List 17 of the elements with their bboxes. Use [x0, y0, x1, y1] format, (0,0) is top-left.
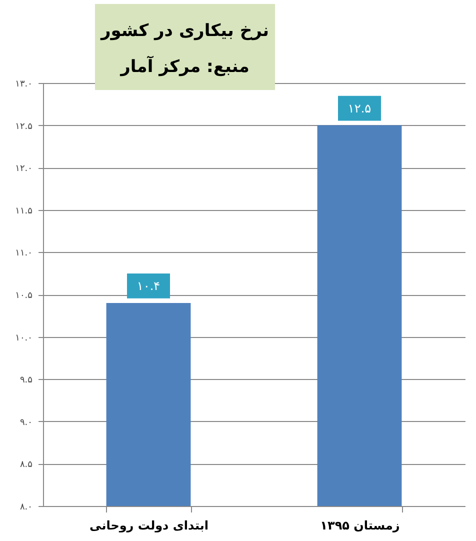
x-tick-label: ابتدای دولت روحانی [90, 518, 208, 532]
y-tick-label: ۱۰.۰ [15, 333, 32, 344]
y-tick-label: ۱۱.۵ [15, 206, 33, 216]
y-tick-label: ۸.۰ [20, 502, 32, 512]
y-tick-label: ۱۲.۰ [15, 164, 32, 174]
text: منبع: مرکز آمار [120, 55, 250, 77]
data-label: ۱۰.۴ [136, 278, 160, 293]
chart-title: نرخ بیکاری در کشور [100, 21, 270, 41]
data-label: ۱۲.۵ [348, 101, 372, 116]
y-tick-label: ۱۳.۰ [15, 80, 32, 90]
y-tick-label: ۹.۵ [20, 376, 33, 386]
x-tick-label: زمستان ۱۳۹۵ [320, 518, 400, 532]
y-tick-label: ۹.۰ [20, 418, 32, 428]
y-tick-label: ۸.۵ [20, 460, 33, 470]
y-tick-label: ۱۲.۵ [15, 122, 33, 132]
y-tick-label: ۱۰.۵ [15, 291, 33, 301]
y-tick-label: ۱۱.۰ [15, 248, 32, 259]
